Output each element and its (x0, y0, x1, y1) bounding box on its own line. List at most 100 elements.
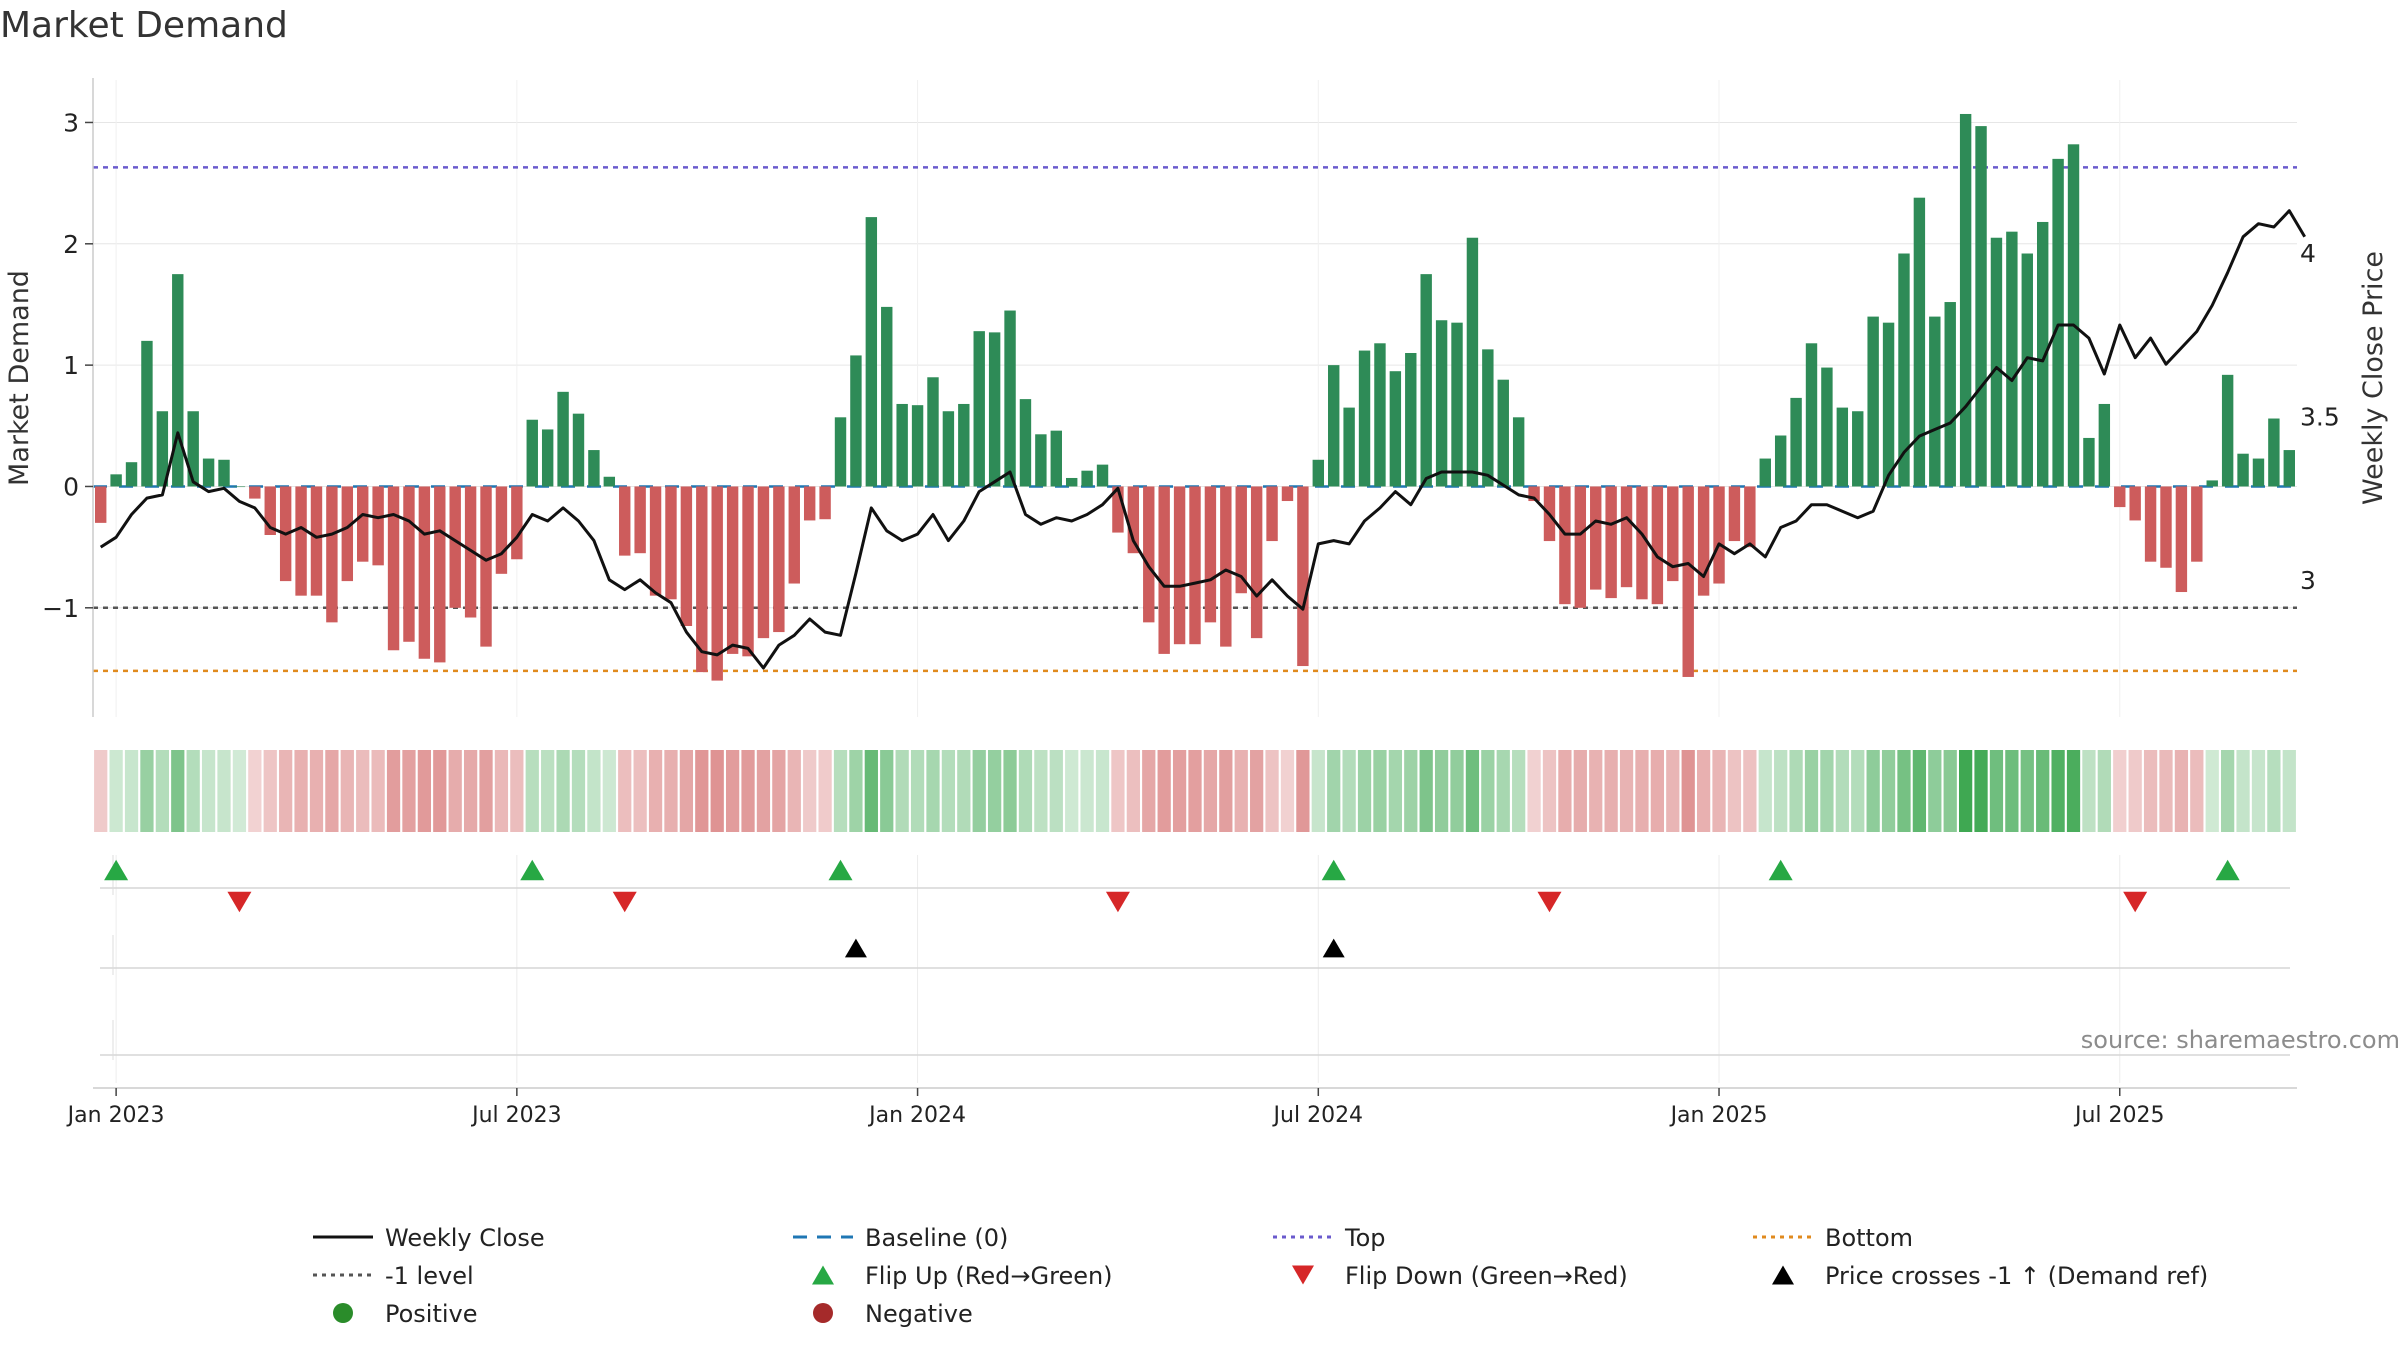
heat-cell (664, 750, 678, 832)
demand-bar-negative (434, 486, 446, 663)
demand-bar-positive (110, 474, 122, 487)
legend-label: Flip Down (Green→Red) (1345, 1262, 1628, 1290)
heat-cell (1034, 750, 1048, 832)
demand-bar-positive (1497, 379, 1509, 487)
heat-cell (1419, 750, 1433, 832)
heat-cell (2143, 750, 2158, 832)
heat-cell (94, 750, 108, 832)
heat-cell (571, 750, 586, 832)
demand-bar-negative (249, 486, 261, 499)
heat-cell (1928, 750, 1942, 832)
demand-bar-positive (1343, 407, 1355, 487)
heat-cell (556, 750, 570, 832)
demand-bar-positive (834, 417, 847, 487)
demand-bar-positive (2083, 437, 2095, 487)
heat-cell (1065, 750, 1079, 832)
legend-flip-up: Flip Up (Red→Green) (812, 1262, 1113, 1290)
demand-bar-positive (156, 411, 169, 487)
demand-bar-positive (1096, 464, 1109, 487)
demand-bar-positive (850, 355, 862, 487)
demand-bar-positive (2021, 253, 2033, 487)
demand-bar-negative (1744, 486, 1756, 548)
heat-cell (1989, 750, 2004, 832)
heat-cell (2174, 750, 2189, 832)
heat-cell (1835, 750, 1849, 832)
demand-bar-positive (1050, 430, 1062, 487)
demand-bar-positive (1435, 320, 1448, 487)
heat-cell (1219, 750, 1233, 832)
demand-bar-positive (1898, 253, 1910, 487)
heat-cell (772, 750, 786, 832)
demand-bar-negative (2191, 486, 2203, 562)
heat-cell (2251, 750, 2266, 832)
demand-bar-negative (1250, 486, 1263, 639)
heat-cell (1727, 750, 1742, 832)
demand-bar-positive (1913, 197, 1926, 487)
heat-cell (803, 750, 817, 832)
heat-cell (695, 750, 709, 832)
x-axis: Jan 2023 Jul 2023 Jan 2024 Jul 2024 Jan 2025… (66, 1087, 2297, 1128)
heat-cell (1481, 750, 1495, 832)
flip-up-marker (1321, 859, 1346, 881)
demand-bar-negative (1651, 486, 1664, 605)
demand-bar-negative (1235, 486, 1247, 594)
demand-bar-negative (1682, 486, 1694, 677)
demand-bar-positive (881, 306, 893, 487)
demand-bar-negative (1220, 486, 1232, 647)
demand-bar-positive (865, 217, 878, 487)
heat-cell (479, 750, 493, 832)
demand-bar-positive (2067, 144, 2080, 487)
demand-bar-negative (2160, 486, 2172, 568)
heat-cell (1804, 750, 1819, 832)
demand-bar-positive (526, 419, 538, 487)
flip-up-marker (828, 859, 853, 881)
flip-down-marker (227, 891, 252, 913)
heat-cell (140, 750, 154, 832)
demand-bar-positive (1929, 316, 1941, 487)
heat-cell (1111, 750, 1125, 832)
demand-bar-positive (1004, 310, 1016, 487)
demand-bar-positive (1975, 126, 1987, 487)
heat-cell (1018, 750, 1033, 832)
heat-cell (2190, 750, 2204, 832)
heat-cell (309, 750, 324, 832)
demand-bar-negative (310, 486, 323, 596)
heat-cell (2113, 750, 2127, 832)
heat-cell (1465, 750, 1480, 832)
heat-cell (1974, 750, 1988, 832)
heat-cell (910, 750, 925, 832)
legend-label: Price crosses -1 ↑ (Demand ref) (1825, 1262, 2208, 1290)
heat-cell (1604, 750, 1618, 832)
heat-cell (633, 750, 647, 832)
demand-bar-negative (1728, 486, 1741, 542)
demand-bar-negative (403, 486, 415, 642)
legend-positive: Positive (333, 1300, 478, 1328)
demand-bar-negative (295, 486, 307, 596)
legend-label: Bottom (1825, 1224, 1913, 1252)
heat-cell (2159, 750, 2173, 832)
demand-bar-positive (1466, 237, 1479, 487)
heat-cell (1049, 750, 1063, 832)
demand-bar-negative (372, 486, 384, 566)
flip-up-marker (1768, 859, 1793, 881)
heat-cell (494, 750, 509, 832)
demand-bar-negative (1204, 486, 1217, 623)
demand-bar-positive (541, 429, 554, 487)
demand-bar-negative (803, 486, 816, 521)
demand-bar-positive (1852, 411, 1864, 487)
demand-bar-positive (1405, 353, 1417, 487)
demand-bar-positive (1867, 316, 1879, 487)
heat-cell (1404, 750, 1418, 832)
demand-bar-positive (1882, 322, 1895, 487)
axes: 3 2 1 0 −1 4 3.5 3 (42, 78, 2340, 717)
heat-cell (926, 750, 940, 832)
heat-cell (248, 750, 262, 832)
flip-down-marker (2123, 891, 2148, 913)
legend-swatch (333, 1303, 353, 1323)
legend-price-cross: Price crosses -1 ↑ (Demand ref) (1772, 1262, 2208, 1290)
heat-cell (2236, 750, 2250, 832)
demand-bar-positive (2098, 403, 2111, 487)
demand-bar-negative (2129, 486, 2141, 521)
demand-bar-negative (418, 486, 431, 659)
